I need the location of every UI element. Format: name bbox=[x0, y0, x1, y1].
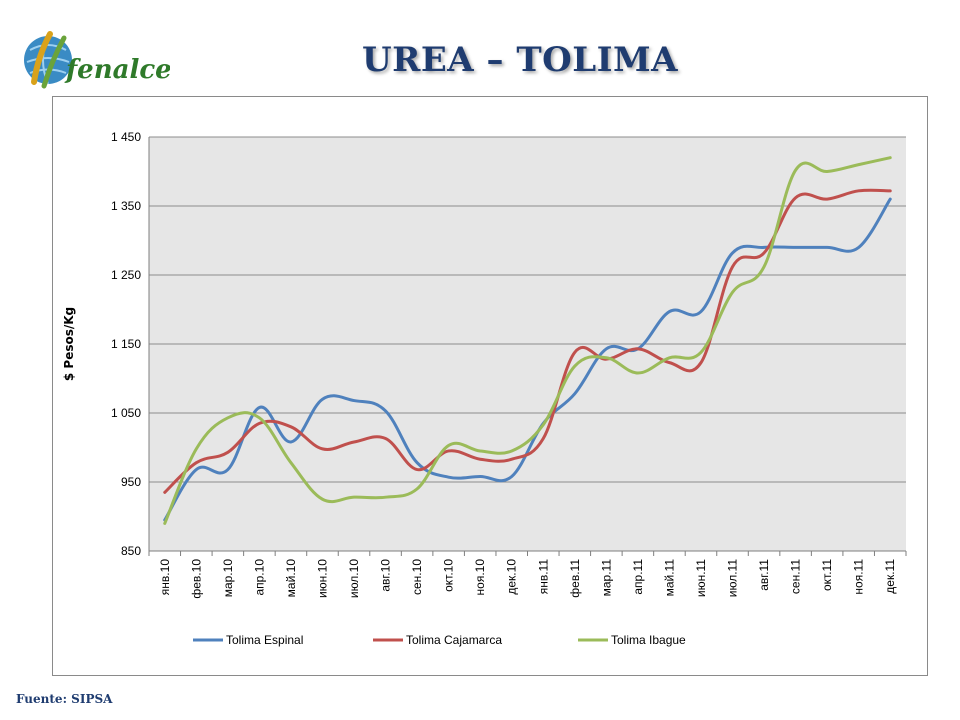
x-tick-label: окт.11 bbox=[820, 559, 834, 591]
x-tick-label: ноя.11 bbox=[852, 559, 866, 595]
fenalce-logo: fenalce bbox=[20, 26, 172, 96]
x-tick-label: июн.10 bbox=[315, 559, 329, 598]
logo-wordmark: fenalce bbox=[64, 55, 170, 85]
x-tick-label: мар.10 bbox=[221, 559, 235, 598]
legend-label: Tolima Espinal bbox=[226, 633, 303, 647]
series-tolima-cajamarca bbox=[163, 188, 892, 494]
legend-label: Tolima Ibague bbox=[611, 633, 686, 647]
line-chart: 850 950 1 050 1 150 1 250 1 350 1 450 янв.10 фев… bbox=[62, 130, 907, 647]
legend-item: Tolima Cajamarca bbox=[373, 633, 502, 647]
x-tick-label: ноя.10 bbox=[473, 559, 487, 596]
x-tick-label: апр.11 bbox=[631, 559, 645, 595]
x-tick-label: дек.11 bbox=[883, 559, 897, 594]
y-tick-label: 1 050 bbox=[111, 406, 141, 420]
legend-item: Tolima Espinal bbox=[193, 633, 303, 647]
x-tick-label: дек.10 bbox=[505, 559, 519, 595]
y-tick-label: 1 250 bbox=[111, 268, 141, 282]
y-axis-label: $ Pesos/Kg bbox=[62, 307, 76, 381]
x-tick-label: сен.11 bbox=[789, 559, 803, 594]
legend-item: Tolima Ibague bbox=[578, 633, 686, 647]
y-tick-label: 950 bbox=[121, 475, 141, 489]
x-tick-label: янв.11 bbox=[536, 559, 550, 595]
y-tick-label: 850 bbox=[121, 544, 141, 558]
source-note: Fuente: SIPSA bbox=[16, 692, 113, 706]
series-line bbox=[163, 156, 892, 525]
y-tick-label: 1 350 bbox=[111, 199, 141, 213]
x-tick-label: апр.10 bbox=[252, 559, 266, 596]
y-tick-label: 1 150 bbox=[111, 337, 141, 351]
x-tick-label: июн.11 bbox=[694, 559, 708, 597]
x-tick-label: сен.10 bbox=[410, 559, 424, 595]
x-tick-label: май.10 bbox=[284, 559, 298, 598]
series-tolima-ibague bbox=[163, 156, 892, 525]
x-tick-label: май.11 bbox=[662, 559, 676, 597]
series-line bbox=[163, 188, 892, 494]
x-tick-label: янв.10 bbox=[158, 559, 172, 596]
y-tick-label: 1 450 bbox=[111, 130, 141, 144]
x-tick-label: окт.10 bbox=[442, 559, 456, 592]
legend-label: Tolima Cajamarca bbox=[406, 633, 502, 647]
chart-frame: 850 950 1 050 1 150 1 250 1 350 1 450 янв.10 фев… bbox=[52, 96, 928, 676]
x-tick-label: фев.11 bbox=[568, 559, 582, 598]
x-tick-label: июл.11 bbox=[726, 559, 740, 598]
x-tick-label: авг.10 bbox=[379, 559, 393, 592]
page-title: UREA – TOLIMA bbox=[361, 40, 679, 80]
x-tick-label: мар.11 bbox=[599, 559, 613, 597]
x-tick-label: июл.10 bbox=[347, 559, 361, 598]
x-tick-label: фев.10 bbox=[189, 559, 203, 599]
x-tick-label: авг.11 bbox=[757, 559, 771, 591]
